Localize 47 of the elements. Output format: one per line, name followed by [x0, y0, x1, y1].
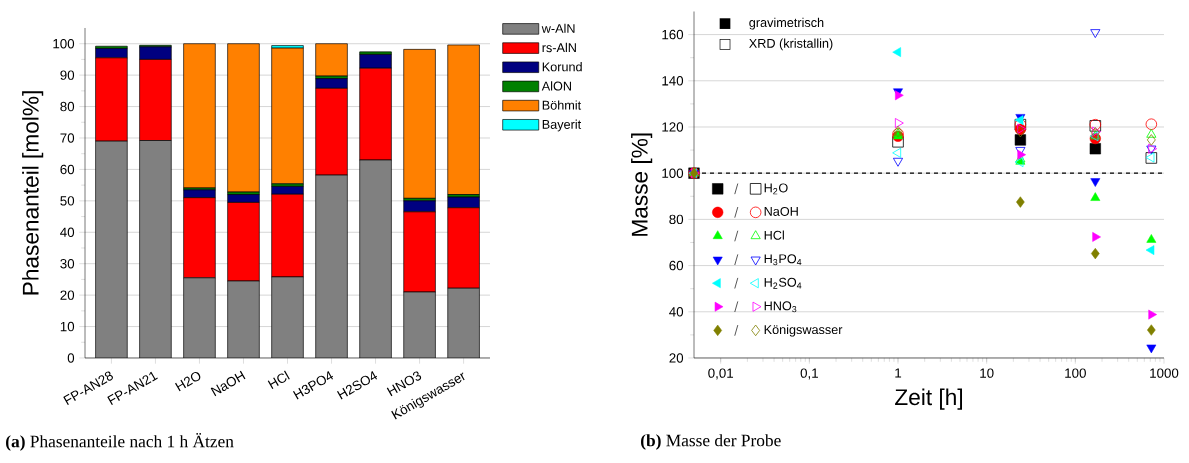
y-tick-label: 120 [662, 122, 684, 132]
y-tick-label: 20 [669, 353, 684, 363]
text: (b) Masse der Probe [641, 434, 781, 450]
legend-label: AlON [541, 81, 571, 91]
y-tick-label: 60 [669, 260, 684, 271]
y-tick-label: 20 [60, 290, 75, 300]
legend-label: w-AlN [541, 23, 575, 33]
legend-label: H$_{2}$O [764, 183, 788, 195]
annotation: gravimetrisch [749, 17, 824, 30]
y-tick-label: 40 [669, 307, 684, 317]
x-tick-label: 0,01 [708, 368, 734, 380]
y-tick-label: 50 [60, 196, 75, 206]
y-tick-label: 140 [662, 76, 684, 86]
y-tick-label: 70 [60, 133, 75, 143]
y-tick-label: 90 [60, 70, 75, 80]
y-tick-label: 80 [669, 214, 684, 225]
x-tick-label: H2O [175, 371, 201, 392]
y-tick-label: 160 [662, 29, 684, 40]
text: (a) Phasenanteile nach 1 h Ätzen [6, 433, 234, 451]
legend-label: Böhmit [542, 100, 582, 110]
x-tick-label: 1 [895, 368, 902, 378]
legend-label: H$_{2}$SO$_{4}$ [764, 277, 802, 289]
annotation: XRD (kristallin) [749, 38, 833, 51]
legend-label: rs-AlN [542, 42, 576, 53]
y-axis-title: Masse [%] [631, 133, 653, 236]
y-tick-label: 80 [60, 101, 75, 112]
legend-label: HCl [764, 230, 784, 240]
y-tick-label: 0 [67, 353, 75, 363]
legend-label: NaOH [764, 206, 798, 216]
x-tick-label: HCl [267, 370, 290, 390]
x-tick-label: 1000 [1150, 368, 1179, 378]
legend-label: Bayerit [542, 119, 582, 132]
y-tick-label: 10 [60, 321, 75, 332]
y-tick-label: 100 [53, 38, 75, 49]
x-tick-label: 10 [980, 368, 994, 378]
y-tick-label: 60 [60, 164, 75, 175]
legend-label: Korund [542, 62, 582, 72]
x-tick-label: 100 [1065, 368, 1086, 378]
y-tick-label: 40 [60, 227, 75, 237]
x-axis-title: Zeit [h] [895, 388, 963, 410]
legend-label: H$_{3}$PO$_{4}$ [764, 254, 802, 266]
y-tick-label: 100 [662, 168, 684, 178]
y-axis-title: Phasenanteil [mol%] [22, 91, 44, 295]
y-tick-label: 30 [60, 258, 75, 269]
x-tick-label: 0,1 [800, 368, 818, 380]
legend-label: Königswasser [764, 324, 843, 337]
legend-label: HNO$_{3}$ [764, 301, 797, 313]
